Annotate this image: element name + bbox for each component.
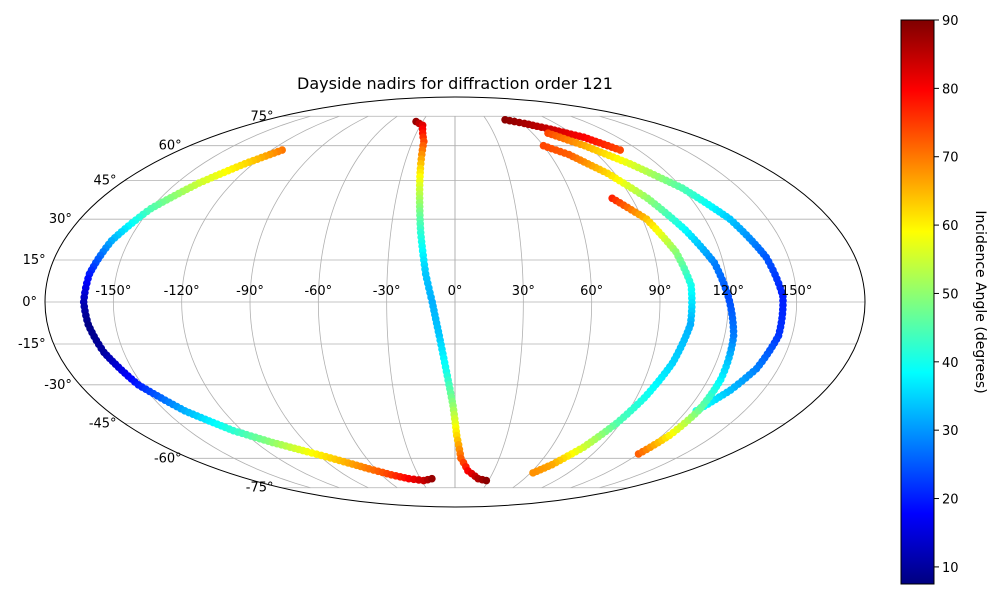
longitude-tick-label: -90°	[236, 284, 264, 299]
colorbar-tick-label: 10	[942, 561, 959, 576]
colorbar-label: Incidence Angle (degrees)	[972, 210, 988, 393]
longitude-tick-label: 120°	[713, 284, 744, 299]
longitude-tick-label: 30°	[512, 284, 535, 299]
latitude-tick-label: 0°	[22, 295, 37, 310]
latitude-tick-label: 45°	[94, 174, 117, 189]
longitude-tick-label: -150°	[95, 284, 131, 299]
chart-title: Dayside nadirs for diffraction order 121	[297, 74, 613, 93]
latitude-tick-label: 60°	[159, 139, 182, 154]
colorbar-tick-label: 90	[942, 14, 959, 29]
colorbar-tick-label: 60	[942, 219, 959, 234]
longitude-gridline	[112, 115, 311, 489]
latitude-tick-label: 30°	[49, 212, 72, 227]
longitude-tick-labels: -150° -120° -90° -60° -30° 0° 30° 60° 90° 120° 150…	[95, 284, 812, 299]
colorbar-tick-label: 30	[942, 424, 959, 439]
longitude-tick-label: 0°	[448, 284, 463, 299]
longitude-tick-label: 150°	[781, 284, 812, 299]
colorbar-tick-label: 40	[942, 356, 959, 371]
longitude-gridline	[483, 116, 524, 488]
data-point	[539, 141, 548, 150]
colorbar-tick-label: 80	[942, 82, 959, 97]
longitude-tick-label: 60°	[580, 284, 603, 299]
longitude-gridline	[317, 115, 398, 489]
colorbar-tick-label: 70	[942, 151, 959, 166]
latitude-tick-labels: -75° -60° -45° -30° -15° 0° 15° 30° 45° 60° 75°	[18, 109, 274, 495]
longitude-gridline	[249, 115, 369, 489]
longitude-tick-label: -120°	[164, 284, 200, 299]
latitude-tick-label: -30°	[44, 378, 72, 393]
latitude-tick-label: -45°	[89, 416, 117, 431]
colorbar	[900, 19, 935, 585]
data-points	[79, 115, 787, 485]
longitude-gridline	[541, 115, 661, 489]
data-point	[529, 469, 537, 477]
longitude-tick-label: -60°	[304, 284, 332, 299]
graticule	[45, 115, 865, 489]
map-boundary	[44, 96, 866, 508]
latitude-tick-label: 75°	[250, 109, 273, 124]
latitude-tick-label: -75°	[246, 481, 274, 496]
colorbar-tick-label: 50	[942, 287, 959, 302]
data-point	[482, 476, 491, 485]
colorbar-tick-label: 20	[942, 493, 959, 508]
latitude-tick-label: -60°	[154, 451, 182, 466]
data-point	[616, 146, 624, 154]
longitude-tick-label: -30°	[373, 284, 401, 299]
latitude-tick-label: 15°	[23, 253, 46, 268]
longitude-gridline	[599, 115, 798, 489]
colorbar-ticks: 10 20 30 40 50 60 70 80 90	[934, 14, 959, 576]
data-point	[428, 474, 436, 483]
latitude-tick-label: -15°	[18, 337, 46, 352]
longitude-tick-label: 90°	[648, 284, 671, 299]
longitude-gridline	[512, 115, 593, 489]
longitude-gridline	[386, 116, 427, 488]
